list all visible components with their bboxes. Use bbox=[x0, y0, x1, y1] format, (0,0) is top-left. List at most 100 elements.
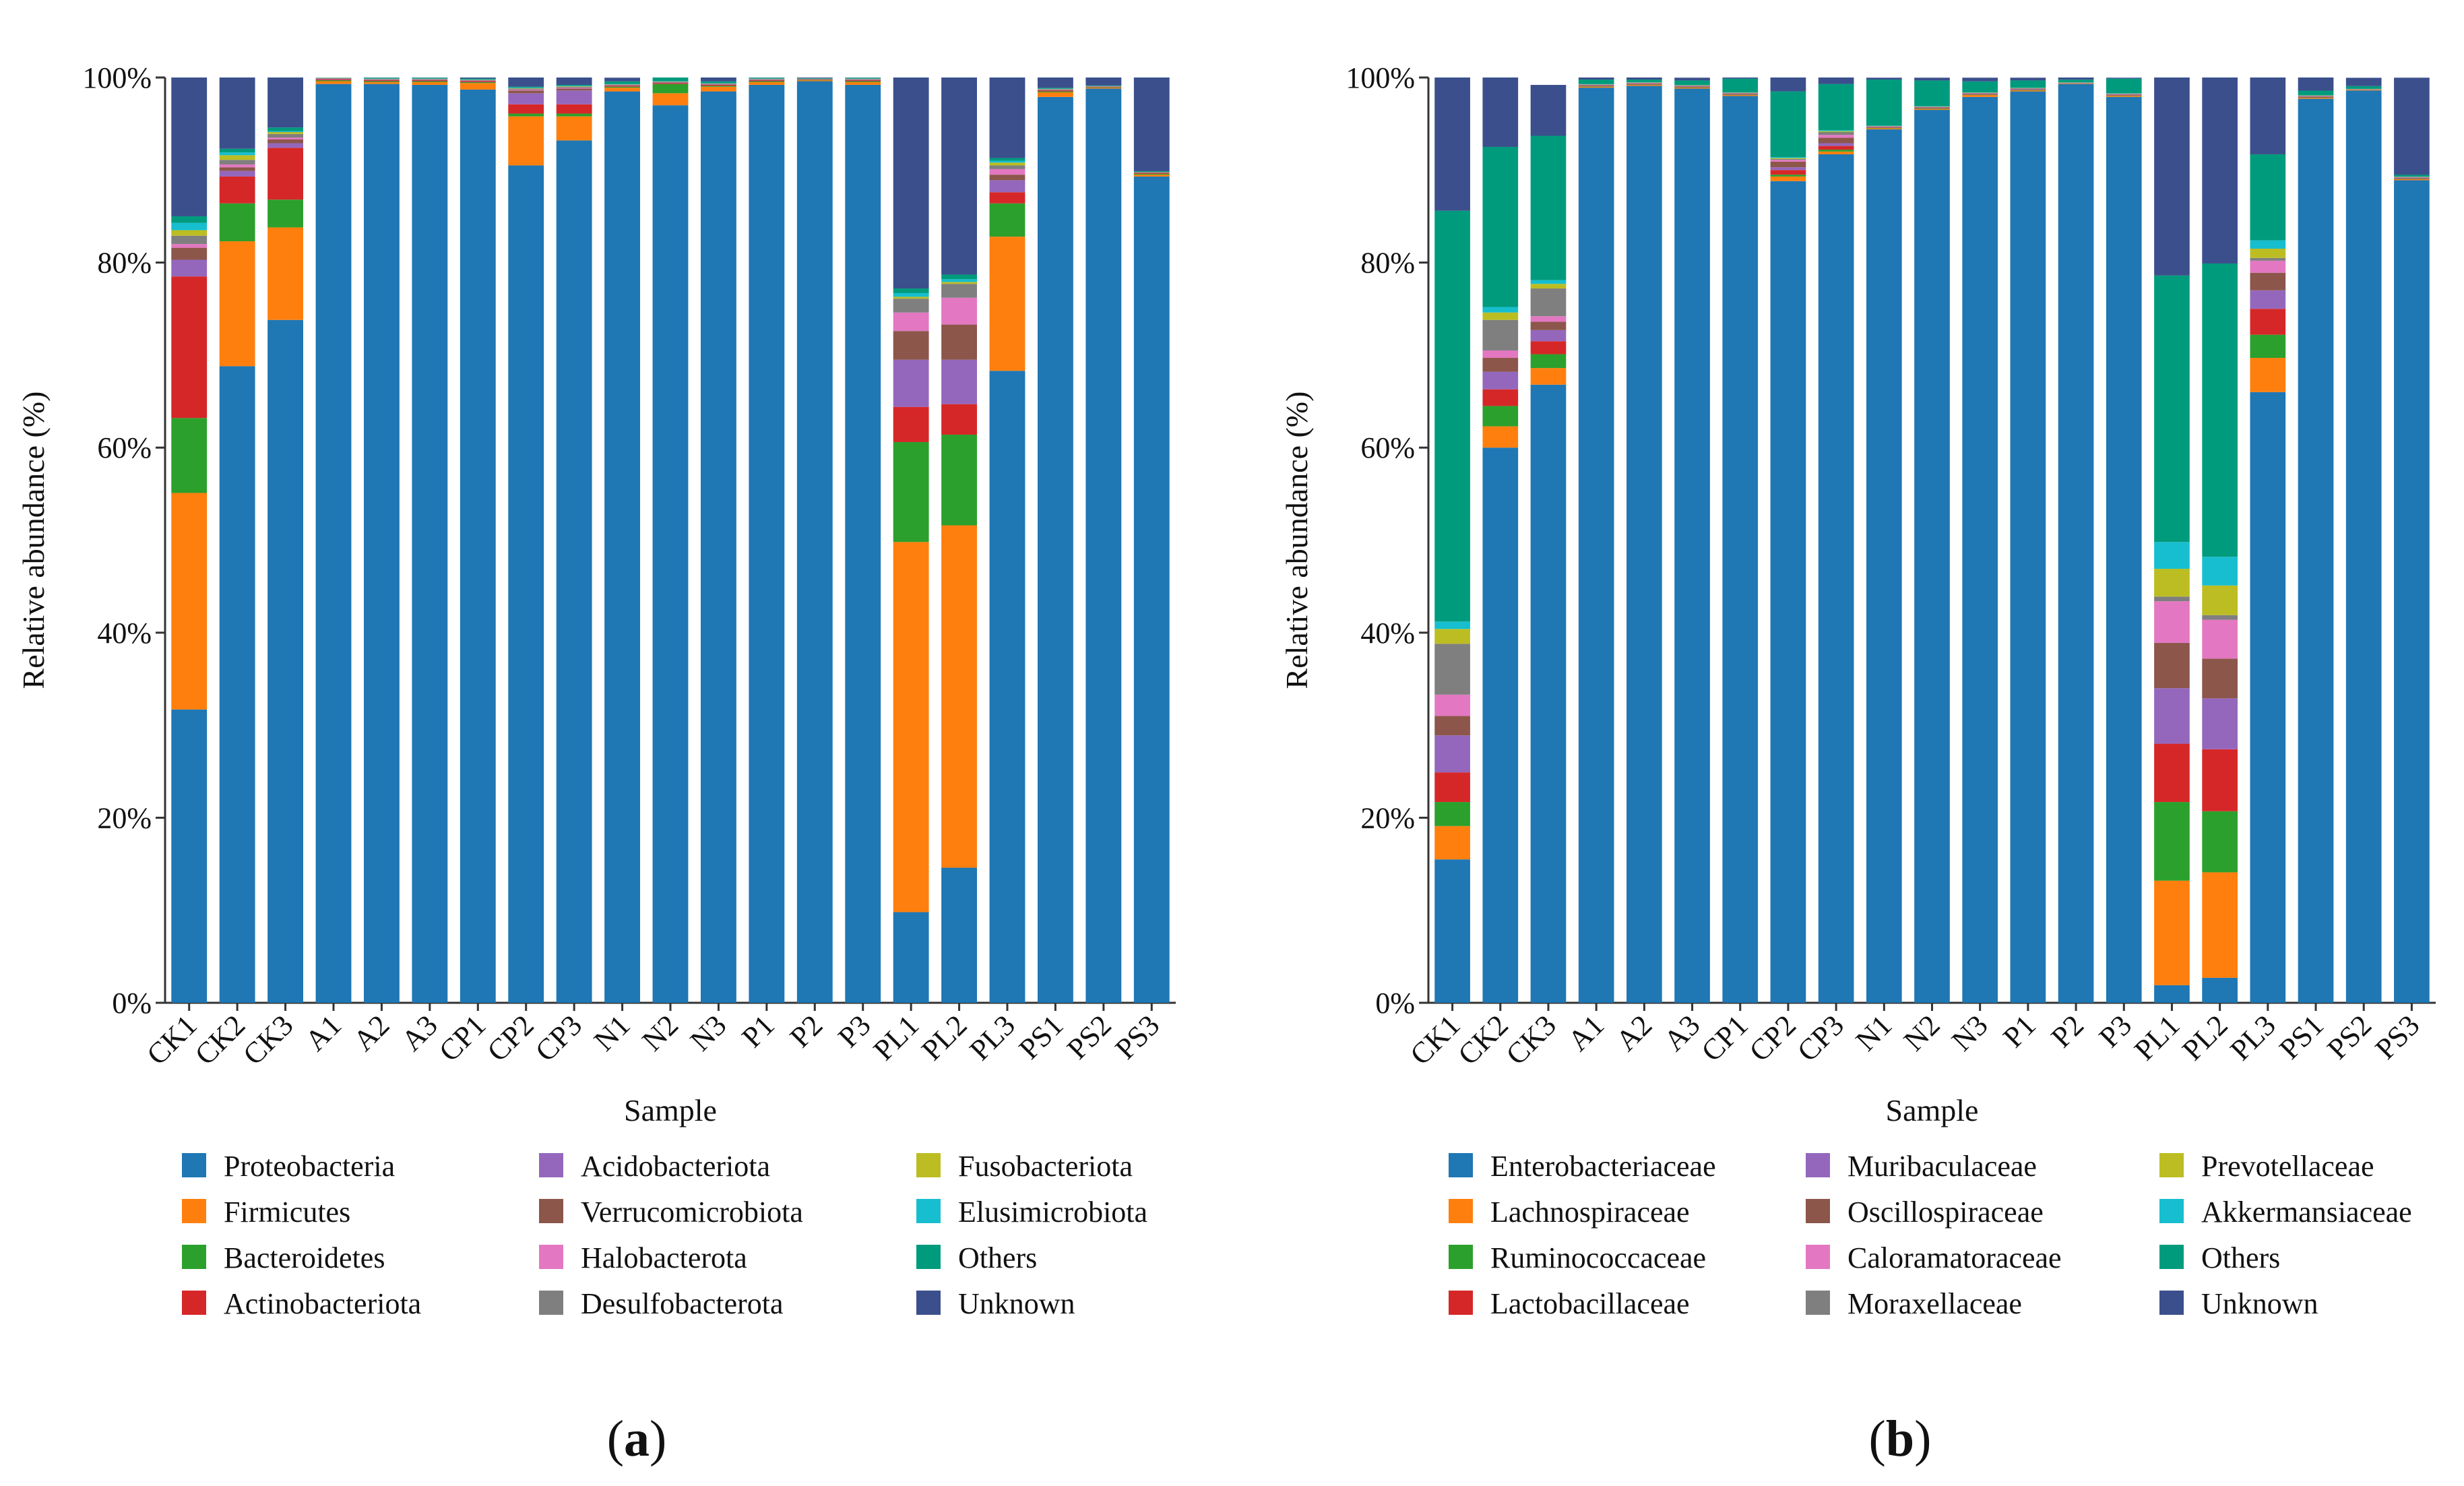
bar-segment bbox=[1530, 354, 1567, 369]
bar-segment bbox=[1770, 78, 1806, 92]
bar-segment bbox=[2202, 658, 2238, 699]
legend-label: Firmicutes bbox=[224, 1196, 350, 1229]
legend-label: Actinobacteriota bbox=[224, 1287, 421, 1320]
bar-segment bbox=[1434, 210, 1470, 622]
bar-segment bbox=[1482, 78, 1519, 147]
bar-segment bbox=[171, 230, 208, 236]
legend-swatch bbox=[2159, 1245, 2184, 1269]
bar-segment bbox=[1530, 280, 1567, 284]
bar-segment bbox=[652, 105, 689, 1003]
bar-segment bbox=[1578, 86, 1614, 88]
x-tick-label: PL1 bbox=[2128, 1008, 2186, 1067]
bar-segment bbox=[1770, 160, 1806, 162]
bar-segment bbox=[701, 84, 736, 86]
bar-segment bbox=[1674, 86, 1710, 88]
bar-segment bbox=[2154, 642, 2190, 689]
bar-segment bbox=[701, 84, 736, 85]
bar-segment bbox=[1818, 130, 1854, 131]
bar-segment bbox=[1482, 389, 1519, 406]
x-tick-label: PL2 bbox=[915, 1008, 974, 1067]
bar-segment bbox=[2154, 275, 2190, 543]
legend-item: Verrucomicrobiota bbox=[539, 1196, 803, 1229]
y-tick-label: 80% bbox=[97, 247, 152, 280]
bar-segment bbox=[1530, 368, 1567, 385]
bar-segment bbox=[315, 78, 352, 80]
bar-segment bbox=[1038, 90, 1073, 91]
legend-swatch bbox=[182, 1245, 206, 1269]
bar-segment bbox=[1818, 146, 1854, 150]
bar-segment bbox=[2394, 175, 2430, 177]
bar-segment bbox=[2106, 95, 2142, 96]
bar-segment bbox=[989, 78, 1025, 158]
bar-segment bbox=[604, 91, 640, 1003]
bar-segment bbox=[1722, 94, 1759, 96]
x-tick-label: PS3 bbox=[2369, 1008, 2426, 1065]
bar-segment bbox=[1722, 93, 1759, 94]
bar-segment bbox=[2345, 86, 2382, 89]
bar-segment bbox=[315, 81, 352, 84]
bar-segment bbox=[652, 82, 689, 83]
bar-segment bbox=[1866, 129, 1902, 1003]
bar-segment bbox=[2250, 154, 2286, 241]
bar-segment bbox=[1914, 109, 1950, 111]
bar-segment bbox=[1434, 802, 1470, 826]
bar-segment bbox=[2154, 985, 2190, 1003]
bar-segment bbox=[2250, 392, 2286, 1003]
bar-segment bbox=[893, 312, 929, 332]
bar-segment bbox=[2010, 88, 2046, 90]
bar-segment bbox=[556, 88, 592, 91]
y-tick-label: 0% bbox=[112, 987, 152, 1020]
y-tick-label: 0% bbox=[1375, 987, 1415, 1020]
bar-segment bbox=[989, 168, 1025, 175]
bar-segment bbox=[2202, 557, 2238, 586]
bar-segment bbox=[1818, 137, 1854, 144]
legend-label: Unknown bbox=[958, 1287, 1075, 1320]
bar-segment bbox=[267, 78, 303, 128]
legend-swatch bbox=[539, 1153, 563, 1177]
x-tick-label: N2 bbox=[1897, 1008, 1947, 1057]
bar-segment bbox=[2058, 78, 2094, 80]
bar-segment bbox=[1770, 167, 1806, 171]
bar-segment bbox=[941, 359, 977, 404]
x-tick-label: CP3 bbox=[529, 1008, 588, 1067]
legend-label: Elusimicrobiota bbox=[958, 1196, 1147, 1229]
bar-segment bbox=[893, 288, 929, 293]
bar-segment bbox=[1530, 321, 1567, 330]
legend-item: Ruminococcaceae bbox=[1449, 1241, 1706, 1274]
legend-swatch bbox=[1449, 1199, 1473, 1223]
bar-segment bbox=[1818, 150, 1854, 152]
y-axis-title: Relative abundance (%) bbox=[16, 392, 51, 689]
bar-segment bbox=[219, 171, 255, 177]
bar-segment bbox=[1962, 95, 1998, 97]
legend-item: Elusimicrobiota bbox=[916, 1196, 1147, 1229]
bar-segment bbox=[2202, 811, 2238, 873]
bar-segment bbox=[845, 84, 881, 1003]
bar-segment bbox=[1770, 170, 1806, 175]
bar-segment bbox=[267, 133, 303, 138]
bar-segment bbox=[893, 359, 929, 407]
panel-label-open-paren: ( bbox=[607, 1411, 624, 1467]
bar-segment bbox=[989, 158, 1025, 161]
bar-segment bbox=[2154, 596, 2190, 602]
legend-label: Moraxellaceae bbox=[1847, 1287, 2022, 1320]
y-tick-label: 40% bbox=[1360, 617, 1415, 650]
bar-segment bbox=[1770, 158, 1806, 160]
bar-segment bbox=[1133, 173, 1170, 175]
bar-segment bbox=[2202, 977, 2238, 1003]
bar-segment bbox=[2010, 78, 2046, 81]
bar-segment bbox=[1722, 78, 1759, 93]
bar-segment bbox=[1482, 406, 1519, 427]
y-tick-label: 20% bbox=[1360, 801, 1415, 834]
bar-segment bbox=[2394, 78, 2430, 175]
bar-segment bbox=[2010, 90, 2046, 91]
bar-segment bbox=[1626, 78, 1662, 80]
bar-segment bbox=[2394, 180, 2430, 1003]
x-tick-label: A3 bbox=[395, 1008, 444, 1057]
legend-item: Caloramatoraceae bbox=[1806, 1241, 2062, 1274]
bar-segment bbox=[171, 244, 208, 248]
legend-item: Oscillospiraceae bbox=[1806, 1196, 2044, 1229]
bar-segment bbox=[2010, 89, 2046, 90]
bar-segment bbox=[508, 90, 544, 94]
bar-segment bbox=[1770, 181, 1806, 1003]
